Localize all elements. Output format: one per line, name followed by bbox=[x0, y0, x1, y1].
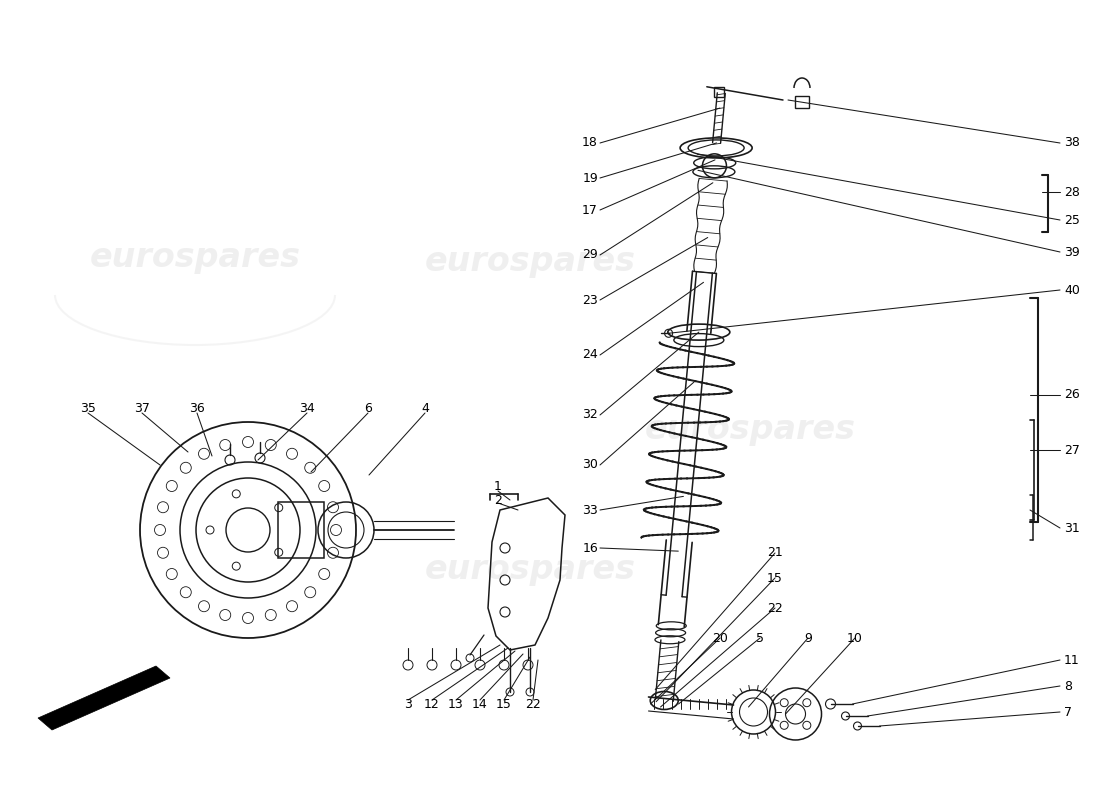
Text: 11: 11 bbox=[1064, 654, 1080, 666]
Text: 37: 37 bbox=[134, 402, 150, 414]
Bar bbox=[278, 502, 324, 558]
Text: 27: 27 bbox=[1064, 443, 1080, 457]
Text: 36: 36 bbox=[189, 402, 205, 414]
Text: 38: 38 bbox=[1064, 137, 1080, 150]
Text: 31: 31 bbox=[1064, 522, 1080, 534]
Text: 26: 26 bbox=[1064, 389, 1080, 402]
Text: 13: 13 bbox=[448, 698, 464, 711]
Text: 12: 12 bbox=[425, 698, 440, 711]
Text: 23: 23 bbox=[582, 294, 598, 306]
Text: 35: 35 bbox=[80, 402, 96, 414]
Text: 34: 34 bbox=[299, 402, 315, 414]
Bar bbox=[795, 96, 808, 108]
Text: eurospares: eurospares bbox=[425, 554, 636, 586]
Text: eurospares: eurospares bbox=[425, 246, 636, 278]
Text: eurospares: eurospares bbox=[89, 242, 300, 274]
Text: 39: 39 bbox=[1064, 246, 1080, 258]
Text: 29: 29 bbox=[582, 249, 598, 262]
Text: 16: 16 bbox=[582, 542, 598, 554]
Text: 21: 21 bbox=[767, 546, 783, 559]
Text: 14: 14 bbox=[472, 698, 488, 711]
Text: 19: 19 bbox=[582, 171, 598, 185]
Text: 5: 5 bbox=[756, 631, 764, 645]
Text: 30: 30 bbox=[582, 458, 598, 471]
Text: 28: 28 bbox=[1064, 186, 1080, 198]
Text: 22: 22 bbox=[525, 698, 541, 711]
Text: 20: 20 bbox=[712, 631, 728, 645]
Text: 25: 25 bbox=[1064, 214, 1080, 226]
Text: 22: 22 bbox=[767, 602, 783, 614]
Text: 9: 9 bbox=[804, 631, 812, 645]
Text: 40: 40 bbox=[1064, 283, 1080, 297]
Text: 10: 10 bbox=[847, 631, 862, 645]
Text: 3: 3 bbox=[404, 698, 411, 711]
Text: 32: 32 bbox=[582, 409, 598, 422]
Text: 24: 24 bbox=[582, 349, 598, 362]
Text: 7: 7 bbox=[1064, 706, 1072, 718]
Text: 2: 2 bbox=[494, 494, 502, 506]
Text: 17: 17 bbox=[582, 203, 598, 217]
Text: 33: 33 bbox=[582, 503, 598, 517]
Text: 8: 8 bbox=[1064, 679, 1072, 693]
Text: 15: 15 bbox=[767, 571, 783, 585]
Text: eurospares: eurospares bbox=[645, 414, 856, 446]
Text: 18: 18 bbox=[582, 137, 598, 150]
Text: 4: 4 bbox=[421, 402, 429, 414]
Text: 15: 15 bbox=[496, 698, 512, 711]
Polygon shape bbox=[39, 666, 170, 730]
Text: 1: 1 bbox=[494, 479, 502, 493]
Bar bbox=[714, 87, 725, 97]
Text: 6: 6 bbox=[364, 402, 372, 414]
